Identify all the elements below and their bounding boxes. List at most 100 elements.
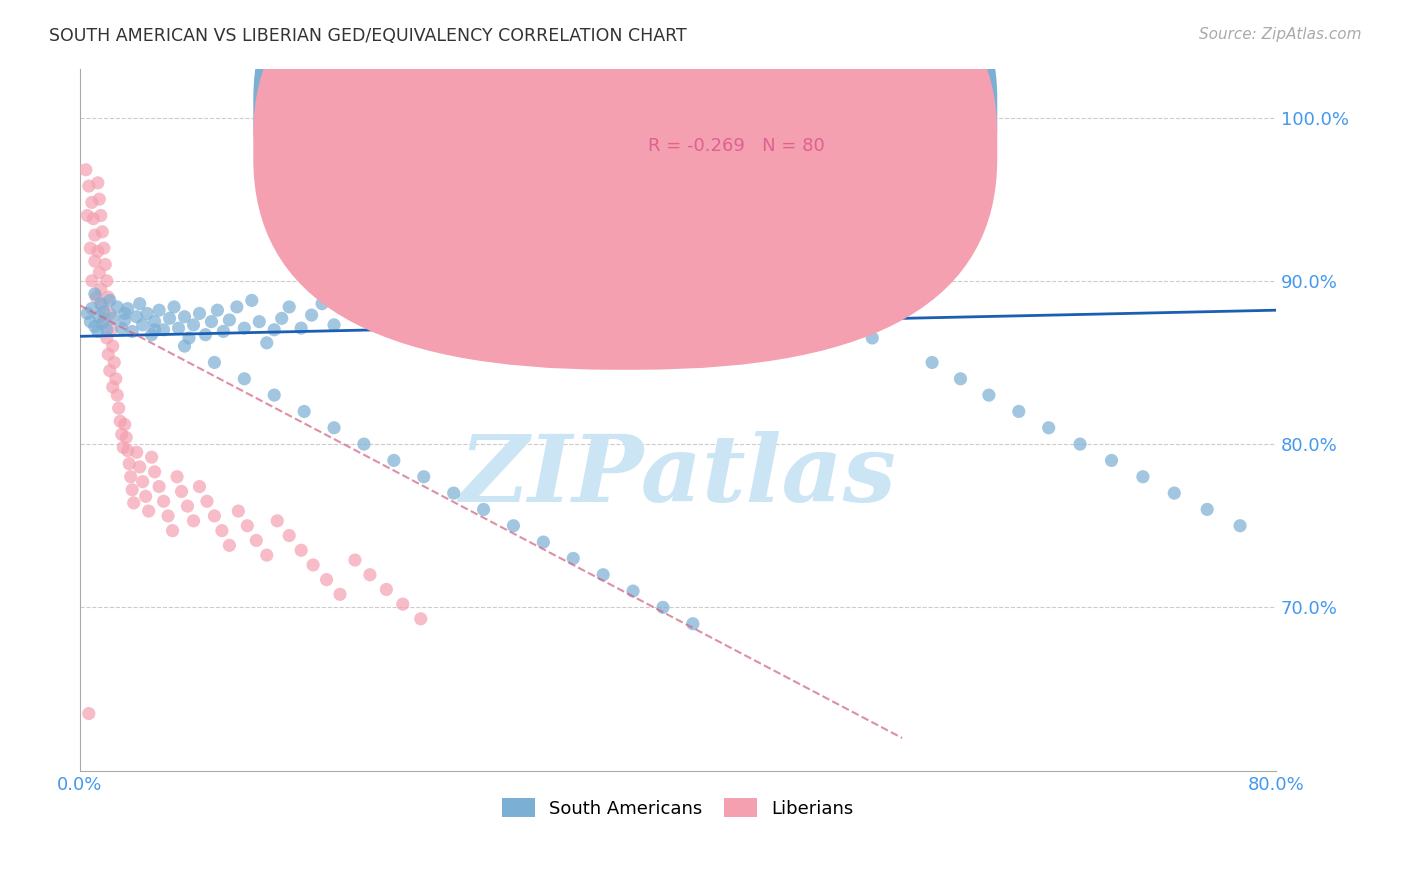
Point: [83, 254, 105, 268]
Point: [374, 241, 396, 255]
Point: [120, 469, 142, 483]
Point: [652, 600, 675, 615]
Point: [125, 310, 148, 324]
Point: [114, 306, 136, 320]
Point: [412, 469, 434, 483]
Point: [121, 325, 143, 339]
Point: [136, 306, 159, 320]
Point: [77, 179, 100, 194]
Point: [391, 597, 413, 611]
Point: [478, 160, 501, 174]
Point: [195, 494, 218, 508]
Point: [170, 484, 193, 499]
Point: [188, 306, 211, 320]
Point: [263, 323, 285, 337]
Point: [343, 553, 366, 567]
Point: [416, 290, 439, 304]
Point: [245, 533, 267, 548]
Point: [256, 548, 278, 562]
Point: [513, 192, 536, 206]
Point: [122, 496, 145, 510]
Point: [838, 241, 860, 255]
Point: [96, 331, 118, 345]
Point: [628, 290, 651, 304]
Point: [671, 127, 693, 141]
Point: [207, 303, 229, 318]
Point: [1163, 486, 1185, 500]
Point: [716, 160, 738, 174]
Point: [548, 225, 571, 239]
FancyBboxPatch shape: [253, 0, 997, 370]
Point: [79, 241, 101, 255]
Point: [801, 315, 824, 329]
Point: [233, 321, 256, 335]
Point: [311, 296, 333, 310]
Point: [89, 310, 111, 324]
Point: [711, 315, 734, 329]
Point: [592, 567, 614, 582]
Point: [107, 401, 129, 416]
Point: [263, 388, 285, 402]
Point: [98, 363, 121, 377]
Point: [159, 311, 181, 326]
Point: [76, 306, 98, 320]
Point: [141, 327, 163, 342]
Point: [105, 300, 128, 314]
Point: [401, 274, 423, 288]
Legend: South Americans, Liberians: South Americans, Liberians: [495, 791, 860, 825]
Point: [225, 300, 247, 314]
Point: [347, 209, 370, 223]
Point: [114, 313, 136, 327]
Point: [315, 573, 337, 587]
Point: [693, 143, 716, 157]
Point: [329, 587, 352, 601]
Point: [831, 323, 853, 337]
Text: ZIPatlas: ZIPatlas: [460, 431, 897, 521]
Point: [173, 310, 195, 324]
Point: [682, 616, 704, 631]
Point: [530, 209, 553, 223]
FancyBboxPatch shape: [253, 0, 997, 334]
Point: [741, 306, 763, 320]
Point: [177, 331, 200, 345]
Point: [1197, 502, 1219, 516]
Point: [90, 282, 112, 296]
Point: [143, 315, 166, 329]
Point: [228, 504, 250, 518]
Point: [83, 319, 105, 334]
Point: [105, 388, 128, 402]
Point: [111, 427, 134, 442]
Point: [375, 582, 398, 597]
Point: [117, 443, 139, 458]
Point: [472, 502, 495, 516]
Point: [430, 306, 453, 320]
Point: [266, 514, 288, 528]
Point: [83, 228, 105, 243]
Point: [101, 380, 124, 394]
Point: [79, 315, 101, 329]
Point: [772, 298, 794, 312]
Point: [91, 298, 114, 312]
Point: [166, 469, 188, 483]
Point: [860, 331, 883, 345]
Point: [82, 211, 104, 226]
Point: [131, 475, 153, 489]
Point: [621, 584, 644, 599]
Point: [148, 479, 170, 493]
Point: [949, 372, 972, 386]
Point: [270, 311, 292, 326]
Point: [114, 417, 136, 432]
Point: [218, 313, 240, 327]
Point: [157, 508, 180, 523]
Point: [143, 323, 166, 337]
Text: SOUTH AMERICAN VS LIBERIAN GED/EQUIVALENCY CORRELATION CHART: SOUTH AMERICAN VS LIBERIAN GED/EQUIVALEN…: [49, 27, 688, 45]
Point: [118, 457, 141, 471]
Point: [740, 176, 762, 190]
Point: [409, 612, 432, 626]
Point: [443, 486, 465, 500]
Point: [152, 323, 174, 337]
Point: [278, 300, 301, 314]
Point: [125, 445, 148, 459]
Point: [101, 339, 124, 353]
Point: [87, 325, 110, 339]
